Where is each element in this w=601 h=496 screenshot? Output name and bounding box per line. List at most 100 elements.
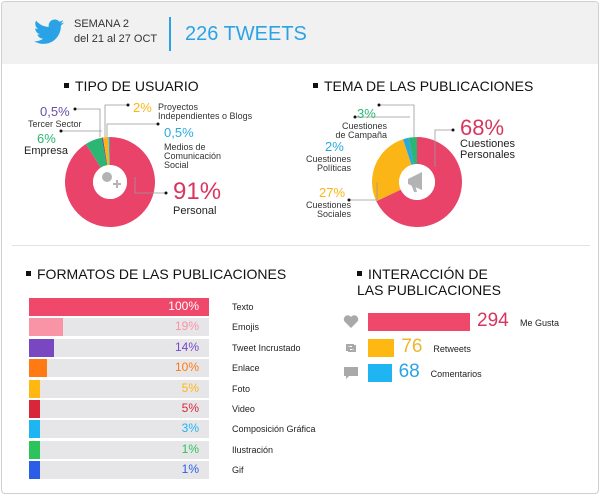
leader-line [349,182,378,201]
format-value: 19% [174,319,199,334]
format-row: 5% [29,400,209,418]
leader-dot [59,129,63,133]
format-label: Video [232,404,255,414]
sociales-label: Cuestiones Sociales [305,200,351,219]
comment-icon [343,365,359,381]
format-row: 3% [29,420,209,439]
leader-dot [451,128,455,132]
format-bar [29,298,209,316]
medios-pct: 0,5% [164,125,194,140]
leader-line [379,104,415,137]
personal-pct: 91% [173,178,222,205]
tipo-usuario-title: TIPO DE USUARIO [64,78,199,94]
format-value: 5% [181,401,199,415]
format-label: Tweet Incrustado [232,342,301,353]
interaction-label: Retweets [433,343,471,354]
interaction-value: 294 [477,310,509,331]
donut-slice [85,137,107,168]
week-label: SEMANA 2 [74,18,130,30]
empresa-pct: 6% [37,131,56,146]
interaction-value: 68 [398,361,420,382]
interaccion-title: INTERACCIÓN DE LAS PUBLICACIONES [357,266,507,298]
format-bar [29,379,40,398]
format-bar [29,461,40,480]
add-user-icon [102,172,121,188]
format-row: 10% [29,359,209,378]
tipo-usuario-donut [59,103,168,227]
tema-title: TEMA DE LAS PUBLICACIONES [313,78,533,94]
format-row: 1% [29,440,209,459]
leader-line [106,123,158,137]
format-row: 19% [29,318,209,337]
format-value: 1% [181,441,199,456]
donut-slice [108,137,110,166]
format-row: 100% [29,298,209,316]
empresa-label: Empresa [24,145,69,157]
leader-line [134,177,166,194]
format-row: 5% [29,379,209,398]
tercer-sector-pct: 0,5% [40,104,70,119]
date-range: del 21 al 27 OCT [74,33,158,45]
format-value: 1% [181,462,199,477]
proyectos-pct: 2% [133,100,152,115]
politicas-label: Cuestiones Políticas [305,154,351,173]
header-divider [169,17,171,51]
interaction-label: Comentarios [430,369,482,379]
leader-line [434,129,453,167]
leader-dot [156,122,160,126]
donut-slice [408,137,417,165]
leader-dot [126,103,130,107]
format-bar [29,338,55,357]
leader-line [75,108,101,137]
format-label: Composición Gráfica [232,424,316,435]
format-bar [29,440,40,459]
format-label: Gif [232,465,244,476]
leader-dot [347,198,351,202]
donut-slice [101,137,108,166]
politicas-pct: 2% [325,139,344,154]
proyectos-label: Proyectos Independientes o Blogs [158,102,253,121]
format-value: 5% [181,380,199,395]
retweet-icon [343,340,359,356]
week-info: SEMANA 2 del 21 al 27 OCT [74,17,157,47]
personales-pct: 68% [460,115,505,140]
formatos-title: FORMATOS DE LAS PUBLICACIONES [26,266,286,282]
format-label: Foto [232,383,251,394]
megaphone-icon [408,172,422,192]
donut-slice [372,139,412,202]
format-bar [29,400,40,418]
leader-dot [377,103,381,107]
header: SEMANA 2 del 21 al 27 OCT 226 TWEETS [2,2,598,64]
format-label: Enlace [232,363,260,374]
format-bar [29,318,64,337]
donut-slice [403,137,414,165]
tema-donut [347,103,462,227]
campana-label: Cuestiones de Campaña [335,121,387,140]
donut-slice [102,137,110,166]
format-label: Emojis [232,322,260,333]
interaction-bar [368,338,395,357]
personales-label: Cuestiones Personales [460,138,516,161]
format-row: 1% [29,461,209,480]
format-value: 10% [174,360,199,375]
format-row: 14% [29,338,209,357]
donut-slice [65,137,156,227]
interaction-value: 76 [401,335,423,357]
tercer-sector-label: Tercer Sector [28,119,82,129]
interaction-bar [368,313,470,331]
interaction-label: Me Gusta [520,318,560,328]
section-divider [12,245,590,246]
format-label: Texto [232,302,254,312]
total-tweets: 226 TWEETS [185,23,307,45]
heart-icon [343,314,359,330]
leader-dot [164,191,168,195]
format-bar [29,420,40,439]
leader-dot [73,107,77,111]
sociales-pct: 27% [319,185,346,200]
leader-dot [353,115,357,119]
donut-hole [93,165,127,199]
format-value: 100% [168,299,199,313]
campana-pct: 3% [357,106,376,121]
medios-label: Medios de Comunicación Social [164,142,222,170]
